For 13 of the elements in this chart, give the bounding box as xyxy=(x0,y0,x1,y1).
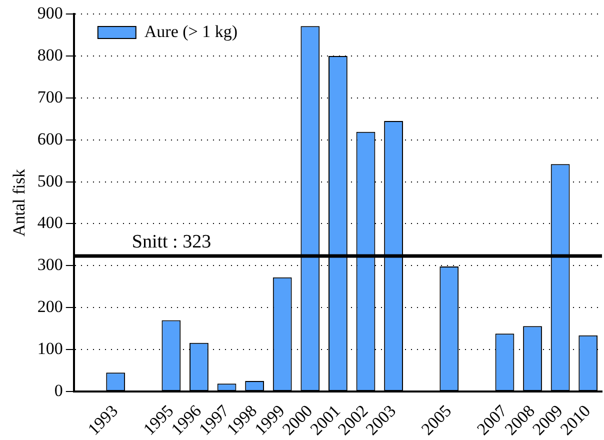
y-tick-label: 400 xyxy=(37,213,63,232)
legend-label: Aure (> 1 kg) xyxy=(144,22,238,41)
y-tick-label: 800 xyxy=(37,45,63,64)
y-tick-label: 700 xyxy=(37,87,63,106)
y-tick-label: 600 xyxy=(37,129,63,148)
y-tick-label: 900 xyxy=(37,3,63,22)
y-axis-title: Antal fisk xyxy=(10,168,29,237)
y-tick-label: 100 xyxy=(37,339,63,358)
ref-line-label: Snitt : 323 xyxy=(132,232,212,253)
y-tick-label: 300 xyxy=(37,255,63,274)
y-tick-label: 200 xyxy=(37,297,63,316)
y-tick-label: 500 xyxy=(37,171,63,190)
y-tick-label: 0 xyxy=(54,381,63,400)
